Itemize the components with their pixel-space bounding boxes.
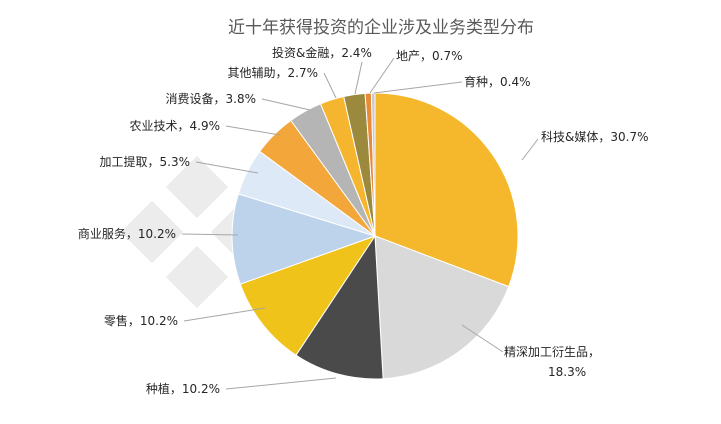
pie-slices xyxy=(231,92,519,380)
leader-line-3 xyxy=(225,377,337,390)
leader-line-12 xyxy=(373,81,463,94)
slice-label-2-line-1: 精深加工衍生品， xyxy=(504,345,600,359)
chart-title: 近十年获得投资的企业涉及业务类型分布 xyxy=(228,18,534,38)
slice-label-6: 加工提取，5.3% xyxy=(100,154,191,169)
slice-label-3: 种植，10.2% xyxy=(146,381,220,396)
slice-label-8: 消费设备，3.8% xyxy=(166,92,257,106)
slice-label-4: 零售，10.2% xyxy=(104,313,178,328)
slice-label-2-line-2: 18.3% xyxy=(548,365,586,379)
pie-slice-2 xyxy=(374,235,510,380)
slice-label-7: 农业技术，4.9% xyxy=(130,119,221,133)
leader-line-6 xyxy=(195,161,259,174)
leader-line-9 xyxy=(323,72,337,99)
slice-label-5: 商业服务，10.2% xyxy=(78,226,176,241)
leader-line-1 xyxy=(521,138,539,161)
pie-slice-5 xyxy=(231,193,377,285)
slice-label-11: 地产，0.7% xyxy=(396,49,463,63)
pie-slice-3 xyxy=(295,234,384,380)
leader-lines xyxy=(181,57,539,390)
slice-label-10: 投资&金融，2.4% xyxy=(272,45,372,60)
leader-line-7 xyxy=(225,125,281,136)
leader-line-4 xyxy=(183,307,266,322)
slice-label-12: 育种，0.4% xyxy=(464,74,531,89)
slice-label-9: 其他辅助，2.7% xyxy=(228,66,319,80)
pie-slice-1 xyxy=(374,92,519,288)
leader-line-10 xyxy=(354,61,363,95)
leader-line-8 xyxy=(261,98,311,111)
leader-line-5 xyxy=(181,233,239,236)
pie-slice-4 xyxy=(239,235,377,356)
leader-line-2 xyxy=(461,324,504,353)
slice-label-1: 科技&媒体，30.7% xyxy=(541,130,648,144)
slice-labels: 科技&媒体，30.7% 精深加工衍生品， 18.3% 种植，10.2% 零售，10.2%… xyxy=(78,45,649,396)
leader-line-11 xyxy=(369,57,395,94)
